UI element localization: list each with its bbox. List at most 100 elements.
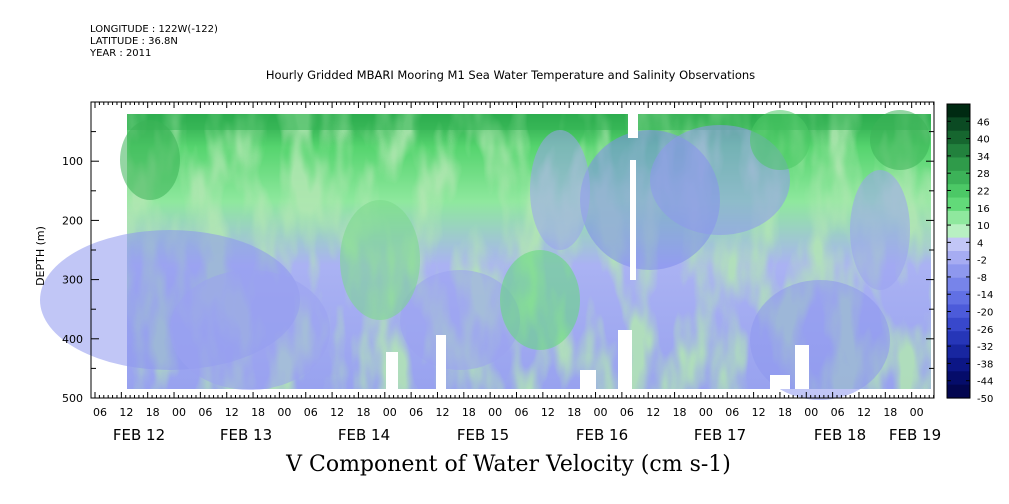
x-hour-label: 06	[409, 406, 423, 419]
x-hour-label: 00	[488, 406, 502, 419]
colorbar-label: 4	[977, 238, 983, 249]
heatmap-missing-gap	[630, 160, 636, 280]
heatmap-missing-gap	[618, 330, 632, 390]
colorbar-swatch	[947, 184, 970, 199]
x-hour-label: 18	[356, 406, 370, 419]
colorbar-label: 16	[977, 204, 990, 215]
colorbar-label: -20	[977, 308, 993, 319]
colorbar: 46 40 34 28 22 16 10 4 -2 -8 -14 -20 -26 -32 -38 -44 -50	[946, 103, 993, 405]
heatmap-negative-patch	[400, 270, 520, 370]
colorbar-label: -2	[977, 256, 987, 267]
colorbar-label: -32	[977, 342, 993, 353]
x-hour-label: 12	[435, 406, 449, 419]
colorbar-swatch	[947, 344, 970, 359]
y-tick-label: 400	[62, 333, 83, 346]
x-hour-label: 18	[567, 406, 581, 419]
x-day-label: FEB 18	[814, 426, 866, 444]
colorbar-swatch	[947, 210, 970, 225]
colorbar-swatch	[947, 104, 970, 118]
colorbar-swatch	[947, 170, 970, 185]
x-day-label: FEB 16	[576, 426, 628, 444]
colorbar-label: 34	[977, 152, 990, 163]
x-day-label: FEB 15	[457, 426, 509, 444]
x-day-label: FEB 13	[220, 426, 272, 444]
colorbar-swatch	[947, 317, 970, 332]
x-hour-label: 06	[515, 406, 529, 419]
heatmap-negative-patch	[850, 170, 910, 290]
x-day-label: FEB 14	[338, 426, 390, 444]
x-day-label: FEB 19	[889, 426, 941, 444]
colorbar-label: 28	[977, 169, 990, 180]
colorbar-swatch	[947, 251, 970, 265]
heatmap-missing-gap	[770, 375, 790, 389]
colorbar-swatch	[947, 264, 970, 279]
x-hour-label: 12	[119, 406, 133, 419]
colorbar-swatch	[947, 130, 970, 145]
x-hour-label: 06	[198, 406, 212, 419]
colorbar-swatch	[947, 304, 970, 319]
x-hour-label: 06	[831, 406, 845, 419]
heatmap-negative-patch	[750, 280, 890, 400]
colorbar-swatch	[947, 117, 970, 132]
chart-title: Hourly Gridded MBARI Mooring M1 Sea Wate…	[265, 68, 756, 82]
heatmap-positive-patch	[120, 120, 180, 200]
colorbar-label: -44	[977, 377, 993, 388]
longitude-label: LONGITUDE : 122W(-122)	[90, 24, 218, 35]
y-tick-label: 300	[62, 274, 83, 287]
x-hour-label: 06	[304, 406, 318, 419]
colorbar-label: 46	[977, 117, 990, 128]
heatmap-missing-gap	[795, 345, 809, 389]
x-hour-label: 18	[146, 406, 160, 419]
y-tick-label: 200	[62, 214, 83, 227]
colorbar-label: -38	[977, 359, 993, 370]
colorbar-label: 22	[977, 186, 990, 197]
heatmap-surface-band	[127, 114, 931, 130]
colorbar-label: -50	[977, 394, 993, 405]
heatmap-positive-patch	[870, 110, 930, 170]
heatmap-negative-patch	[530, 130, 590, 250]
heatmap-missing-gap	[386, 352, 398, 389]
colorbar-swatch	[947, 277, 970, 292]
colorbar-swatch	[947, 144, 970, 159]
x-hour-label: 18	[673, 406, 687, 419]
colorbar-label: 40	[977, 135, 990, 146]
x-hour-label: 12	[752, 406, 766, 419]
colorbar-swatch	[947, 357, 970, 372]
colorbar-label: 10	[977, 221, 990, 232]
x-day-label: FEB 12	[113, 426, 165, 444]
colorbar-swatch	[947, 331, 970, 346]
colorbar-swatch	[947, 384, 970, 399]
x-hour-label: 12	[541, 406, 555, 419]
colorbar-swatch	[947, 197, 970, 212]
x-hour-label: 12	[646, 406, 660, 419]
x-hour-label: 06	[620, 406, 634, 419]
x-hour-label: 00	[804, 406, 818, 419]
x-hour-label: 00	[910, 406, 924, 419]
x-hour-label: 00	[383, 406, 397, 419]
colorbar-swatch	[947, 291, 970, 306]
latitude-label: LATITUDE : 36.8N	[90, 36, 178, 47]
x-hour-label: 00	[594, 406, 608, 419]
x-hour-label: 12	[330, 406, 344, 419]
x-hour-label: 00	[277, 406, 291, 419]
x-hour-label: 06	[93, 406, 107, 419]
colorbar-swatch	[947, 237, 970, 252]
colorbar-label: -8	[977, 273, 987, 284]
heatmap-negative-patch	[170, 270, 330, 390]
x-hour-label: 00	[172, 406, 186, 419]
colorbar-label: -26	[977, 325, 993, 336]
x-hour-label: 18	[462, 406, 476, 419]
y-tick-label: 500	[62, 392, 83, 405]
heatmap-missing-gap	[628, 114, 638, 138]
x-hour-label: 18	[251, 406, 265, 419]
axes: 100 200 300 400 500 06 12 18 00 06 12 18 00 06 12 18 00 0…	[62, 101, 941, 444]
colorbar-swatch	[947, 224, 970, 239]
colorbar-swatch	[947, 157, 970, 172]
x-hour-label: 00	[699, 406, 713, 419]
y-axis-label: DEPTH (m)	[34, 226, 47, 286]
x-hour-label: 18	[883, 406, 897, 419]
x-hour-label: 12	[225, 406, 239, 419]
heatmap-positive-patch	[340, 200, 420, 320]
variable-title: V Component of Water Velocity (cm s-1)	[286, 452, 731, 477]
